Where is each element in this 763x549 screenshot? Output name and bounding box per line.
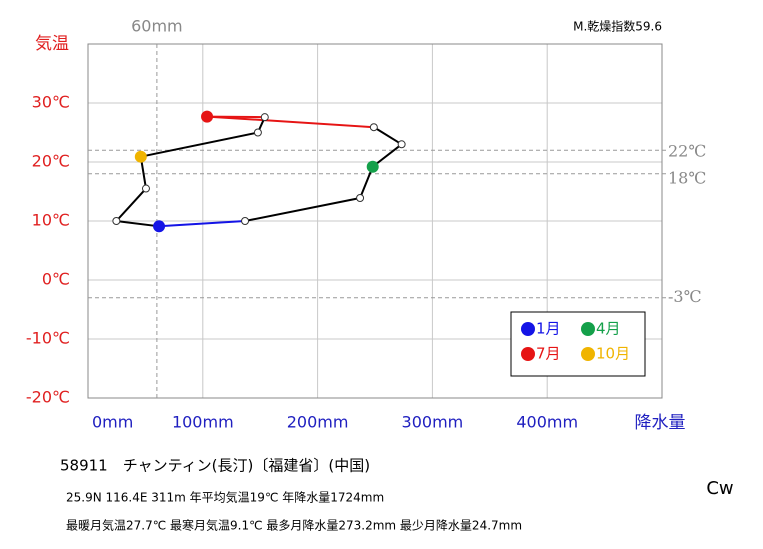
x-tick-label: 200mm	[287, 413, 349, 432]
month-point	[112, 217, 121, 225]
x-tick-label: 100mm	[172, 413, 234, 432]
month-point	[253, 128, 262, 137]
climate-segment	[206, 115, 266, 119]
month-point	[366, 160, 379, 173]
climate-segment	[371, 143, 403, 168]
y-tick-label: -20℃	[26, 388, 70, 407]
y-tick-label: 20℃	[32, 152, 70, 171]
legend-marker	[581, 347, 595, 361]
legend-marker	[521, 347, 535, 361]
y-axis-label: 気温	[35, 34, 69, 54]
legend-marker	[521, 322, 535, 336]
legend-label: 4月	[596, 320, 621, 338]
reference-label: 18℃	[668, 168, 706, 187]
y-tick-label: 10℃	[32, 211, 70, 230]
month-point	[260, 113, 269, 122]
x-tick-label: 300mm	[402, 413, 464, 432]
y-tick-label: 0℃	[42, 270, 70, 289]
legend-label: 7月	[536, 345, 561, 363]
station: 58911 チャンティン(長汀)〔福建省〕(中国)	[60, 457, 370, 475]
month-point	[241, 217, 250, 225]
reference-label: -3℃	[668, 287, 701, 306]
month-point	[134, 150, 147, 163]
info-line: 最暖月気温27.7℃ 最寒月気温9.1℃ 最多月降水量273.2mm 最少月降水…	[66, 518, 522, 533]
month-point	[201, 110, 214, 123]
info-line: 25.9N 116.4E 311m 年平均気温19℃ 年降水量1724mm	[66, 490, 384, 505]
legend-label: 1月	[536, 320, 561, 338]
climate-segment	[139, 131, 259, 158]
legend-label: 10月	[596, 345, 630, 363]
y-tick-label: 30℃	[32, 93, 70, 112]
climate-segment	[115, 220, 161, 228]
month-point	[356, 193, 365, 202]
climate-segment	[244, 196, 362, 222]
plot-frame	[87, 43, 663, 399]
y-tick-label: -10℃	[26, 329, 70, 348]
month-point	[141, 184, 150, 193]
climate-segment	[115, 187, 147, 222]
x-axis-label: 降水量	[635, 413, 686, 433]
climate-segment	[158, 220, 247, 228]
legend-box	[510, 311, 646, 377]
climate-class: Cw	[706, 478, 733, 499]
legend-marker	[581, 322, 595, 336]
reference-label: 60mm	[131, 17, 183, 36]
reference-label: 22℃	[668, 142, 706, 161]
x-tick-label: 0mm	[92, 413, 133, 432]
month-point	[369, 123, 378, 132]
climate-segment	[372, 126, 403, 146]
dryness-index: M.乾燥指数59.6	[573, 19, 662, 34]
x-tick-label: 400mm	[516, 413, 578, 432]
month-point	[397, 140, 406, 149]
month-point	[153, 220, 166, 233]
climate-segment	[206, 115, 375, 129]
